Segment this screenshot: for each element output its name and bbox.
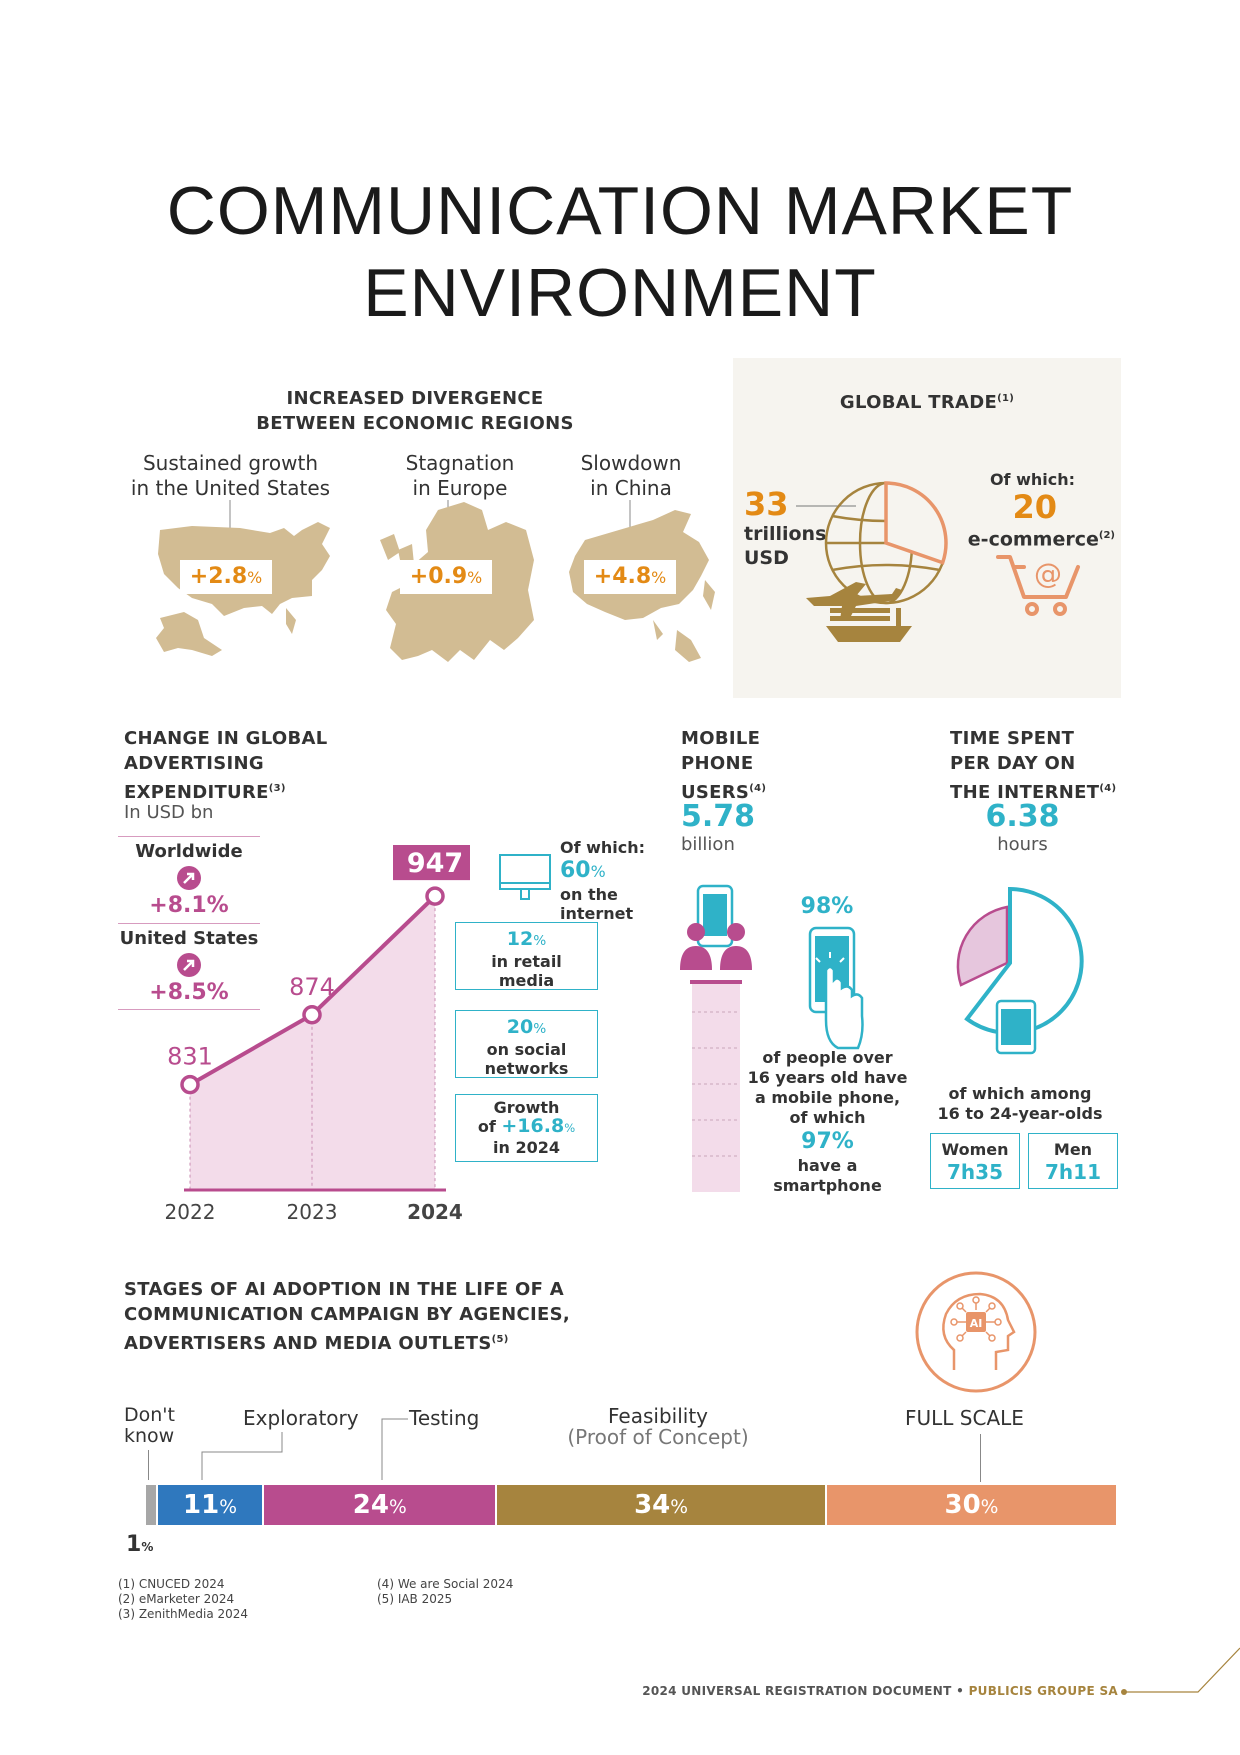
chart-point-2022 xyxy=(180,1074,200,1095)
stage-label-full-scale: FULL SCALE xyxy=(905,1406,1024,1430)
stage-label-exploratory: Exploratory xyxy=(243,1406,359,1430)
ai-head-icon: AI xyxy=(915,1271,1037,1393)
hand-tap-icon xyxy=(808,926,864,1050)
mobile-pct: 98% xyxy=(800,894,854,919)
page-title: COMMUNICATION MARKET ENVIRONMENT xyxy=(166,173,1074,331)
mobile-heading: MOBILE PHONE USERS(4) xyxy=(681,728,767,803)
bar-segment-dont-know xyxy=(146,1485,156,1525)
chart-value-label-2023: 874 xyxy=(289,973,335,1001)
us-advertising-growth: United States +8.5% xyxy=(119,928,259,1005)
men-time-box: Men 7h11 xyxy=(1028,1133,1118,1189)
dont-know-value: 1% xyxy=(126,1532,154,1557)
ecommerce-cart-icon: @ xyxy=(996,555,1080,616)
bar-segment-full-scale: 30% xyxy=(824,1485,1116,1525)
stage-label-dont-know: Don't know xyxy=(124,1404,175,1447)
mobile-text: of people over 16 years old have a mobil… xyxy=(747,1048,908,1195)
footnotes-left: (1) CNUCED 2024 (2) eMarketer 2024 (3) Z… xyxy=(118,1577,249,1621)
time-among-text: of which among 16 to 24-year-olds xyxy=(937,1084,1103,1123)
ai-adoption-bar: 11% 24% 34% 30% xyxy=(146,1485,1116,1525)
chart-point-2024 xyxy=(425,886,445,906)
global-trade-heading: GLOBAL TRADE(1) xyxy=(839,392,1015,413)
time-spent-value: 6.38 xyxy=(985,799,1060,834)
people-phone-icon xyxy=(680,884,752,1192)
advertising-chart: 831 2022 874 2023 947 2024 xyxy=(165,845,470,1224)
monitor-icon xyxy=(499,854,551,900)
time-spent-heading: TIME SPENT PER DAY ON THE INTERNET(4) xyxy=(950,728,1117,803)
chart-point-2023 xyxy=(302,1005,322,1025)
women-time-box: Women 7h35 xyxy=(930,1133,1020,1189)
footnotes-right: (4) We are Social 2024 (5) IAB 2025 xyxy=(377,1577,514,1606)
stage-label-testing: Testing xyxy=(409,1406,480,1430)
chart-x-label-2022: 2022 xyxy=(165,1200,216,1224)
svg-text:AI: AI xyxy=(970,1317,983,1330)
chart-area xyxy=(190,896,435,1190)
chart-value-label-2022: 831 xyxy=(167,1043,213,1071)
trend-up-icon xyxy=(177,953,201,977)
ecommerce-value: 20 xyxy=(1012,488,1057,526)
europe-growth-badge: +0.9% xyxy=(400,560,492,594)
chart-x-label-2023: 2023 xyxy=(287,1200,338,1224)
bar-segment-testing: 24% xyxy=(262,1485,496,1525)
retail-media-box: 12% in retail media xyxy=(455,922,598,990)
advertising-heading: CHANGE IN GLOBAL ADVERTISING EXPENDITURE… xyxy=(124,728,328,803)
chart-value-label-2024: 947 xyxy=(407,848,463,879)
footer-corner-line xyxy=(1121,1647,1240,1695)
trade-total: 33 trillions USD xyxy=(744,486,854,570)
at-sign-icon: @ xyxy=(1034,557,1062,590)
us-growth-badge: +2.8% xyxy=(180,560,272,594)
trend-up-icon xyxy=(177,866,201,890)
advertising-unit: In USD bn xyxy=(124,802,214,823)
bar-segment-feasibility: 34% xyxy=(495,1485,825,1525)
us-label: Sustained growth in the United States xyxy=(130,451,331,500)
mobile-users-unit: billion xyxy=(681,834,735,855)
chart-x-label-2024: 2024 xyxy=(407,1200,463,1224)
social-networks-box: 20% on social networks xyxy=(455,1010,598,1078)
globe-trade-icon xyxy=(796,481,948,642)
page-footer: 2024 UNIVERSAL REGISTRATION DOCUMENT • P… xyxy=(642,1684,1118,1698)
growth-box: Growth of +16.8% in 2024 xyxy=(455,1094,598,1162)
stage-label-feasibility: Feasibility (Proof of Concept) xyxy=(567,1404,749,1449)
time-spent-unit: hours xyxy=(997,834,1048,855)
trade-ecommerce: Of which: 20 e-commerce(2) xyxy=(963,470,1115,551)
trade-total-value: 33 xyxy=(744,485,789,523)
europe-label: Stagnation in Europe xyxy=(405,451,515,500)
worldwide-growth: Worldwide +8.1% xyxy=(135,841,243,918)
internet-share: Of which: 60% on the internet xyxy=(560,838,646,923)
china-growth-badge: +4.8% xyxy=(584,560,676,594)
ai-heading: STAGES OF AI ADOPTION IN THE LIFE OF A C… xyxy=(124,1279,570,1354)
bar-segment-exploratory: 11% xyxy=(155,1485,263,1525)
mobile-users-value: 5.78 xyxy=(681,799,756,834)
chart-highlight-badge xyxy=(393,845,470,881)
ecommerce-slice xyxy=(884,481,948,565)
china-label: Slowdown in China xyxy=(580,451,682,500)
divergence-heading: INCREASED DIVERGENCE BETWEEN ECONOMIC RE… xyxy=(256,388,574,434)
time-pie-icon xyxy=(956,886,1084,1055)
